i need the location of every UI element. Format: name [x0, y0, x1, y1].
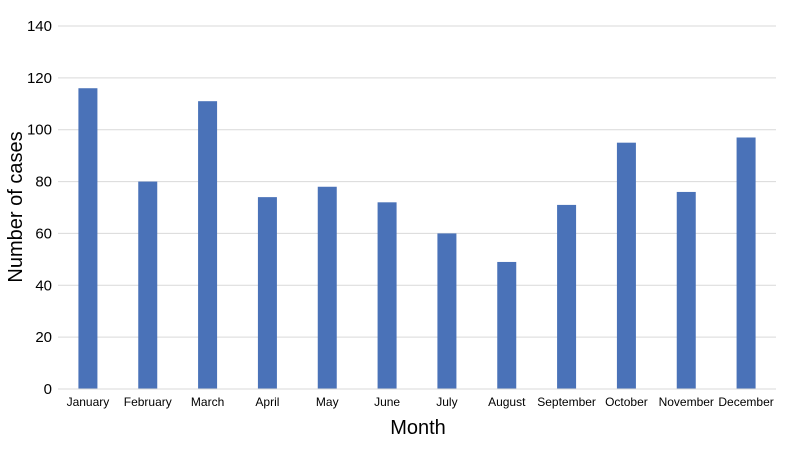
x-tick-label: November	[659, 395, 714, 409]
x-axis-title: Month	[390, 417, 446, 439]
bar-september	[557, 204, 577, 389]
y-tick-label: 100	[27, 122, 52, 139]
bar-august	[497, 261, 517, 389]
bar-february	[138, 181, 158, 389]
bars	[78, 88, 756, 389]
bar-october	[616, 142, 636, 389]
y-tick-label: 80	[35, 174, 52, 191]
x-tick-label: August	[488, 395, 526, 409]
x-tick-label: May	[316, 395, 339, 409]
bar-march	[198, 101, 218, 389]
y-tick-label: 60	[35, 225, 52, 242]
bar-may	[317, 186, 337, 389]
x-tick-label: April	[255, 395, 279, 409]
x-tick-label: September	[537, 395, 596, 409]
bar-april	[257, 197, 277, 389]
bar-december	[736, 137, 756, 389]
y-tick-label: 120	[27, 70, 52, 87]
x-tick-label: March	[191, 395, 224, 409]
bar-july	[437, 233, 457, 389]
x-tick-label: December	[718, 395, 773, 409]
y-tick-label: 40	[35, 277, 52, 294]
x-tick-label: October	[605, 395, 648, 409]
bar-june	[377, 202, 397, 389]
x-tick-label: July	[436, 395, 457, 409]
y-tick-label: 0	[44, 381, 52, 398]
x-tick-label: January	[67, 395, 110, 409]
x-tick-label: June	[374, 395, 400, 409]
y-tick-label: 20	[35, 329, 52, 346]
gridlines	[58, 25, 776, 338]
y-tick-label: 140	[27, 18, 52, 35]
bar-november	[676, 191, 696, 389]
y-axis-ticks: 0 20 40 60 80 100 120 140	[27, 18, 52, 398]
bar-january	[78, 88, 98, 389]
x-tick-label: February	[124, 395, 172, 409]
y-axis-title: Number of cases	[5, 131, 27, 282]
x-axis-ticks: January February March April May June July Augu…	[67, 395, 774, 409]
